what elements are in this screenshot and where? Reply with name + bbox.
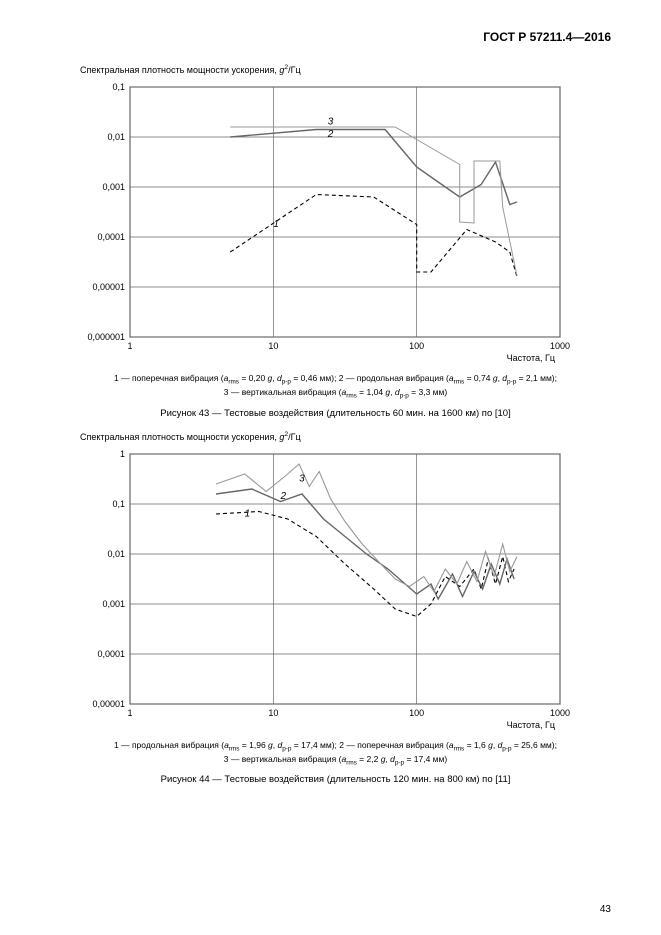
svg-text:1000: 1000 bbox=[550, 341, 570, 351]
chart44-caption: Рисунок 44 — Тестовые воздействия (длите… bbox=[60, 774, 611, 785]
svg-text:0,001: 0,001 bbox=[102, 182, 125, 192]
svg-text:1000: 1000 bbox=[550, 708, 570, 718]
svg-text:100: 100 bbox=[409, 341, 424, 351]
chart43-legend-line2: 3 — вертикальная вибрация (arms = 1,04 g… bbox=[224, 387, 447, 397]
svg-text:1: 1 bbox=[120, 449, 125, 459]
svg-text:0,01: 0,01 bbox=[107, 132, 125, 142]
svg-text:0,00001: 0,00001 bbox=[92, 282, 125, 292]
svg-text:0,001: 0,001 bbox=[102, 599, 125, 609]
chart43-legend-line1: 1 — поперечная вибрация (arms = 0,20 g, … bbox=[114, 373, 557, 383]
svg-text:1: 1 bbox=[127, 708, 132, 718]
chart44-ytitle: Спектральная плотность мощности ускорени… bbox=[80, 431, 611, 442]
chart43-ytitle: Спектральная плотность мощности ускорени… bbox=[80, 64, 611, 75]
svg-text:3: 3 bbox=[299, 473, 305, 484]
page-number: 43 bbox=[600, 904, 611, 915]
document-page: ГОСТ Р 57211.4—2016 Спектральная плотнос… bbox=[0, 0, 661, 935]
svg-text:0,0001: 0,0001 bbox=[97, 649, 125, 659]
svg-text:1: 1 bbox=[245, 508, 251, 519]
svg-text:0,01: 0,01 bbox=[107, 549, 125, 559]
chart44-legend-line1: 1 — продольная вибрация (arms = 1,96 g, … bbox=[114, 740, 557, 750]
chart44-legend: 1 — продольная вибрация (arms = 1,96 g, … bbox=[60, 740, 611, 769]
chart44-legend-line2: 3 — вертикальная вибрация (arms = 2,2 g,… bbox=[224, 754, 447, 764]
svg-text:2: 2 bbox=[327, 129, 334, 140]
svg-text:0,000001: 0,000001 bbox=[87, 332, 125, 342]
svg-text:100: 100 bbox=[409, 708, 424, 718]
chart44: 1 10 100 1000 1 0,1 0,01 0,001 0,0001 0,00001 Част… bbox=[70, 444, 590, 734]
chart43: 1 10 100 1000 0,1 0,01 0,001 0,0001 0,00001 0,000… bbox=[70, 77, 590, 367]
svg-text:0,1: 0,1 bbox=[112, 499, 125, 509]
chart43-legend: 1 — поперечная вибрация (arms = 0,20 g, … bbox=[60, 373, 611, 402]
svg-text:0,00001: 0,00001 bbox=[92, 699, 125, 709]
svg-text:10: 10 bbox=[268, 341, 278, 351]
svg-text:10: 10 bbox=[268, 708, 278, 718]
svg-text:1: 1 bbox=[127, 341, 132, 351]
svg-text:3: 3 bbox=[328, 117, 334, 128]
svg-text:0,1: 0,1 bbox=[112, 82, 125, 92]
standard-header: ГОСТ Р 57211.4—2016 bbox=[60, 30, 611, 44]
chart43-caption: Рисунок 43 — Тестовые воздействия (длите… bbox=[60, 408, 611, 419]
svg-text:Частота, Гц: Частота, Гц bbox=[507, 720, 555, 730]
svg-text:Частота, Гц: Частота, Гц bbox=[507, 353, 555, 363]
svg-text:2: 2 bbox=[280, 491, 287, 502]
svg-text:0,0001: 0,0001 bbox=[97, 232, 125, 242]
svg-text:1: 1 bbox=[273, 219, 279, 230]
